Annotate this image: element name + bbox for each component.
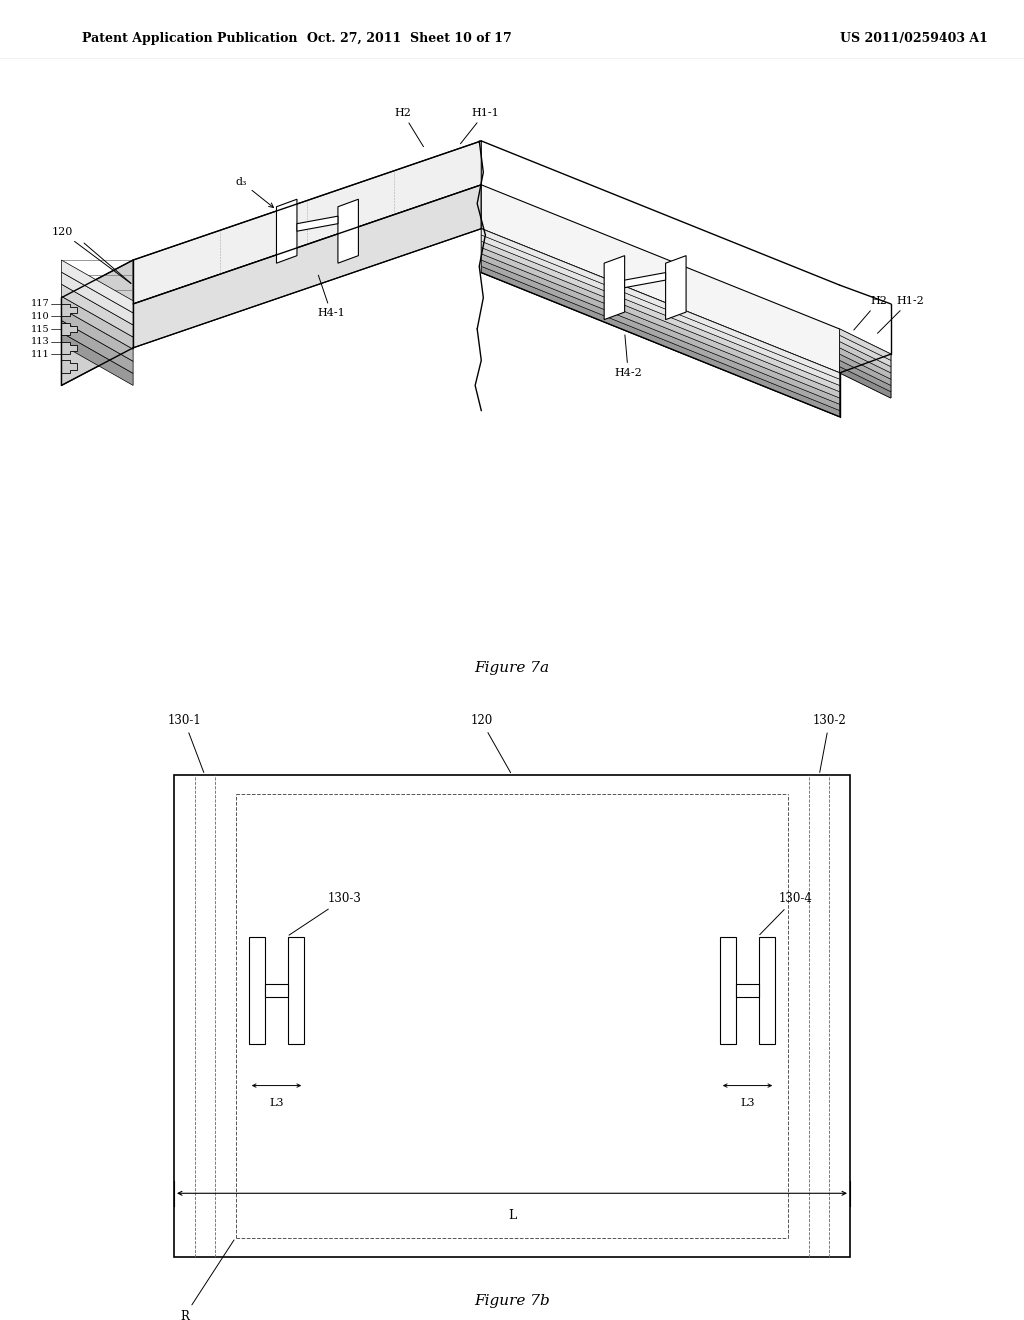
Text: H4-1: H4-1 (317, 275, 345, 318)
Polygon shape (61, 284, 133, 337)
Text: H4-2: H4-2 (614, 335, 642, 378)
Text: Figure 7a: Figure 7a (474, 660, 550, 675)
Text: L3: L3 (740, 1098, 755, 1109)
Polygon shape (297, 216, 338, 231)
Text: H2: H2 (854, 296, 887, 330)
Polygon shape (840, 342, 891, 374)
Polygon shape (481, 228, 840, 379)
Polygon shape (61, 360, 77, 374)
Polygon shape (133, 141, 481, 304)
Polygon shape (666, 256, 686, 319)
Text: 130-3: 130-3 (289, 892, 361, 935)
Polygon shape (276, 199, 297, 263)
Polygon shape (61, 333, 133, 385)
Polygon shape (61, 272, 133, 325)
Polygon shape (61, 260, 133, 313)
Polygon shape (625, 272, 666, 288)
Polygon shape (481, 267, 840, 417)
Text: 130-1: 130-1 (168, 714, 204, 772)
Text: 115: 115 (31, 325, 49, 334)
Text: Oct. 27, 2011  Sheet 10 of 17: Oct. 27, 2011 Sheet 10 of 17 (307, 32, 512, 45)
Text: 110: 110 (31, 312, 49, 321)
Polygon shape (133, 185, 481, 348)
Polygon shape (265, 983, 288, 998)
Polygon shape (61, 309, 133, 362)
Polygon shape (840, 329, 891, 360)
Polygon shape (720, 937, 736, 1044)
Polygon shape (840, 367, 891, 399)
Text: Patent Application Publication: Patent Application Publication (82, 32, 297, 45)
Polygon shape (61, 296, 133, 350)
Text: L: L (508, 1209, 516, 1222)
Polygon shape (288, 937, 304, 1044)
Text: 120: 120 (470, 714, 511, 772)
Polygon shape (174, 775, 850, 1257)
Text: 130-4: 130-4 (760, 892, 812, 935)
Polygon shape (840, 329, 891, 399)
Text: R: R (180, 1239, 234, 1320)
Text: 130-2: 130-2 (813, 714, 846, 772)
Polygon shape (759, 937, 775, 1044)
Text: 117: 117 (31, 300, 49, 309)
Polygon shape (61, 342, 77, 354)
Text: US 2011/0259403 A1: US 2011/0259403 A1 (840, 32, 987, 45)
Polygon shape (61, 304, 77, 317)
Text: 111: 111 (31, 350, 49, 359)
Text: d₃: d₃ (236, 177, 273, 207)
Polygon shape (481, 242, 840, 392)
Polygon shape (481, 228, 840, 417)
Polygon shape (481, 235, 840, 385)
Polygon shape (481, 260, 840, 411)
Polygon shape (604, 256, 625, 319)
Text: H1-2: H1-2 (878, 296, 924, 334)
Polygon shape (481, 248, 840, 399)
Text: L3: L3 (269, 1098, 284, 1109)
Text: 120: 120 (51, 227, 131, 284)
Polygon shape (61, 323, 77, 335)
Polygon shape (249, 937, 265, 1044)
Polygon shape (840, 354, 891, 385)
Text: H2: H2 (394, 108, 424, 147)
Polygon shape (840, 348, 891, 379)
Text: H1-1: H1-1 (461, 108, 499, 144)
Text: Figure 7b: Figure 7b (474, 1294, 550, 1308)
Polygon shape (61, 260, 133, 385)
Polygon shape (840, 360, 891, 392)
Polygon shape (481, 185, 840, 374)
Polygon shape (481, 253, 840, 404)
Polygon shape (736, 983, 759, 998)
Polygon shape (61, 321, 133, 374)
Polygon shape (840, 335, 891, 367)
Text: 113: 113 (31, 337, 49, 346)
Polygon shape (338, 199, 358, 263)
